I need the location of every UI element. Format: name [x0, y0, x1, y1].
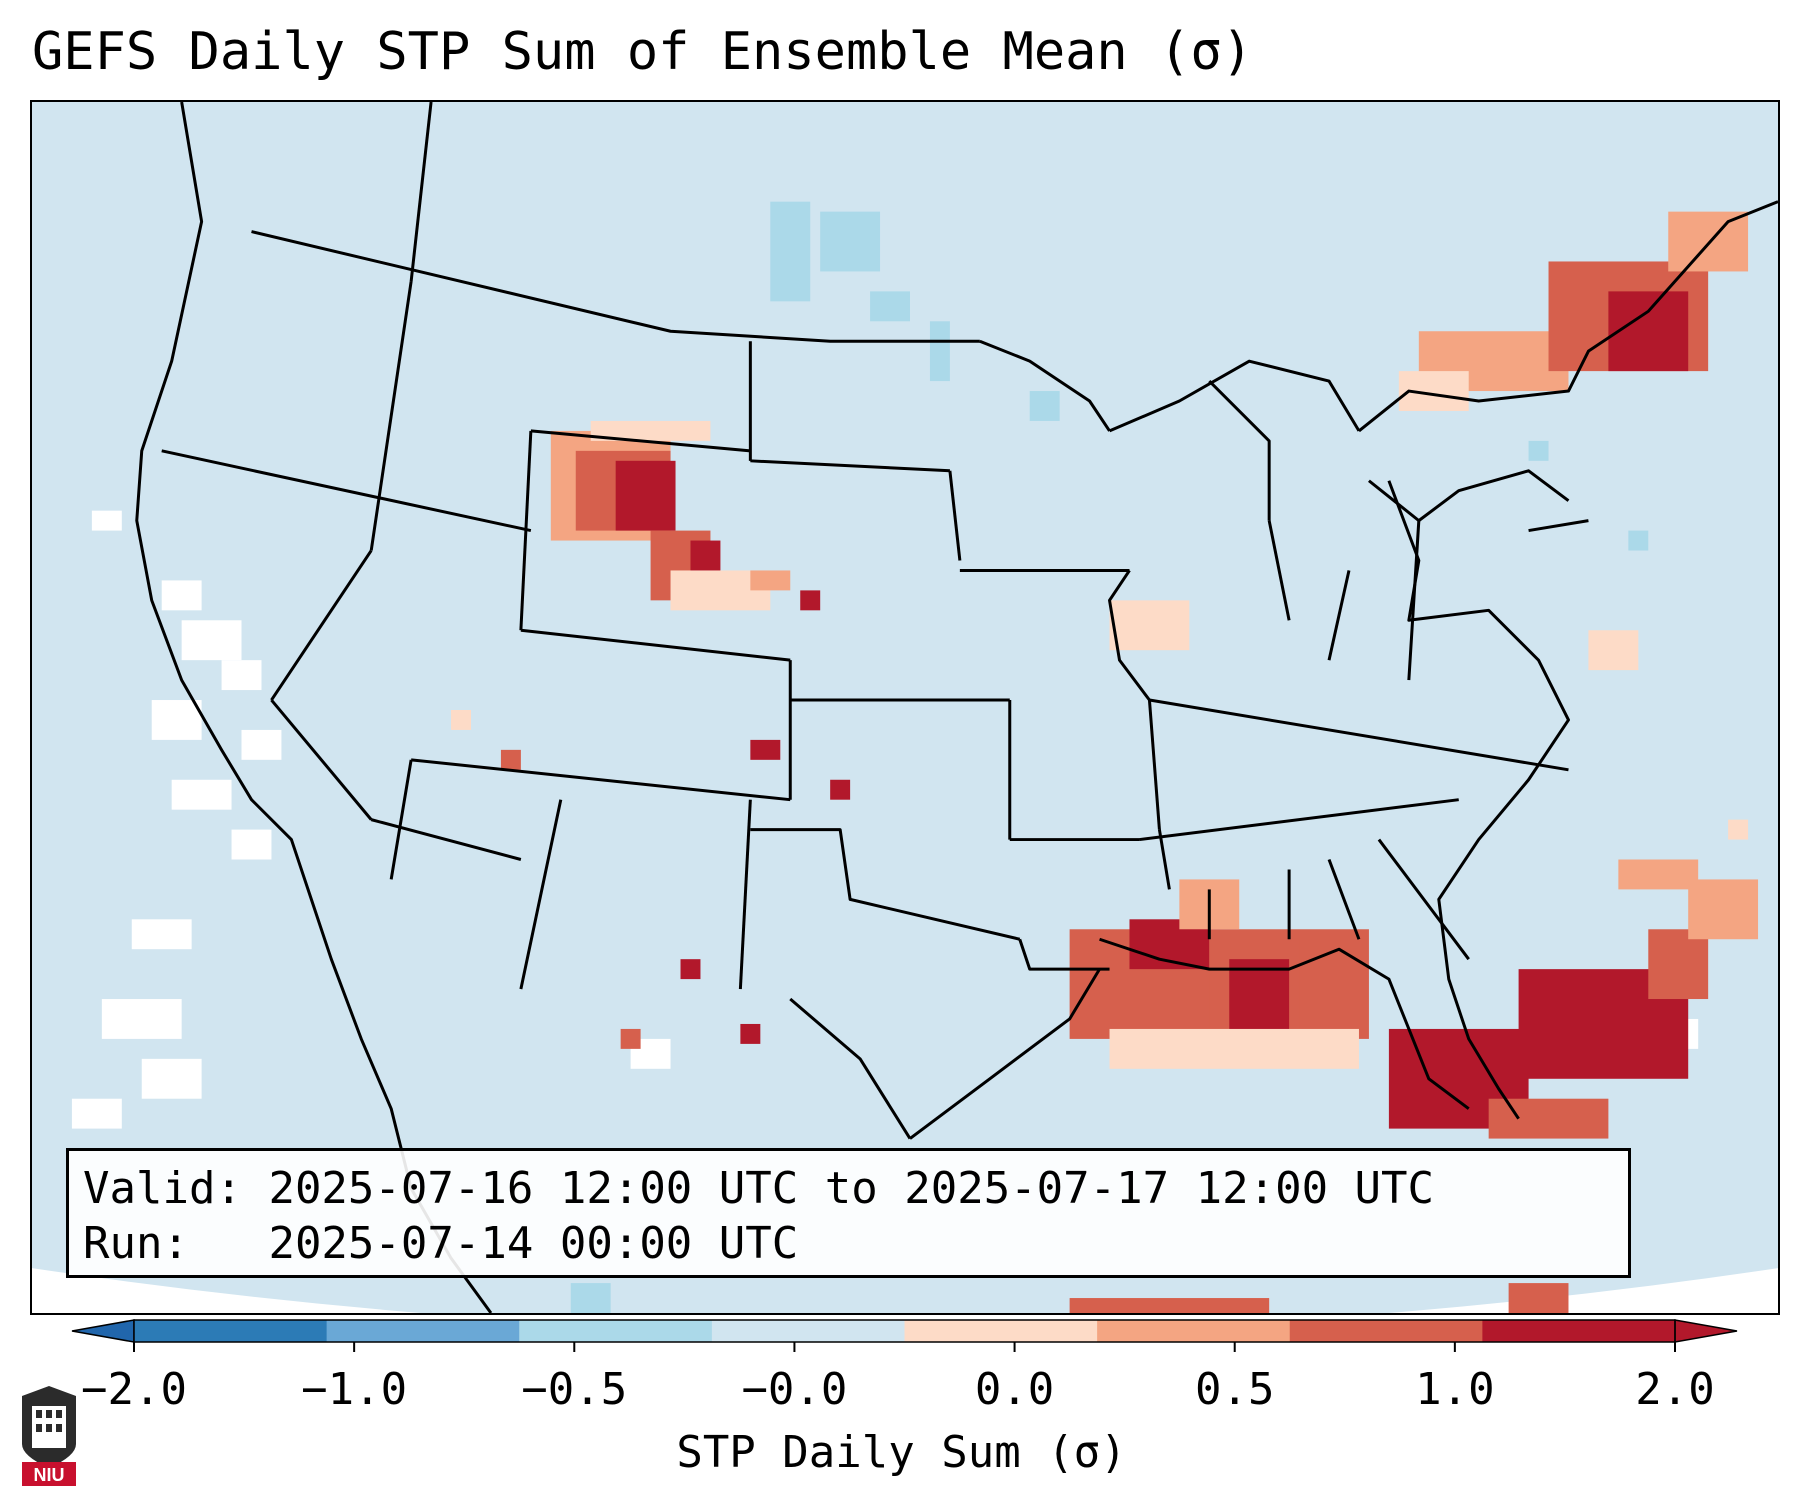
- colorbar-segment: [326, 1320, 520, 1342]
- run-label: Run:: [83, 1218, 189, 1269]
- colorbar-over-arrow: [1674, 1319, 1738, 1343]
- colorbar-segment: [1097, 1320, 1291, 1342]
- run-value: 2025-07-14 00:00 UTC: [268, 1218, 799, 1269]
- colorbar-tick-label: 2.0: [1635, 1364, 1715, 1415]
- colorbar-tick-label: −0.5: [521, 1364, 628, 1415]
- colorbar: [71, 1319, 1738, 1352]
- niu-logo-icon: NIU: [22, 1386, 76, 1486]
- valid-row: Valid: 2025-07-16 12:00 UTC to 2025-07-1…: [83, 1161, 1614, 1216]
- colorbar-label: STP Daily Sum (σ): [676, 1427, 1127, 1478]
- valid-label: Valid:: [83, 1163, 242, 1214]
- map-panel[interactable]: [30, 100, 1780, 1315]
- colorbar-tick-label: 1.0: [1415, 1364, 1495, 1415]
- colorbar-under-arrow: [71, 1319, 135, 1343]
- valid-value: 2025-07-16 12:00 UTC to 2025-07-17 12:00…: [268, 1163, 1435, 1214]
- colorbar-graphic: [71, 1319, 1738, 1352]
- colorbar-segment: [1289, 1320, 1483, 1342]
- stp-high-anomaly-areas: [451, 211, 1759, 1313]
- borders-and-coastlines: [135, 102, 1778, 1313]
- colorbar-tick-label: −0.0: [741, 1364, 848, 1415]
- colorbar-segment: [519, 1320, 713, 1342]
- valid-run-info-box: Valid: 2025-07-16 12:00 UTC to 2025-07-1…: [66, 1148, 1631, 1278]
- colorbar-tick-label: −2.0: [81, 1364, 187, 1415]
- map-title: GEFS Daily STP Sum of Ensemble Mean (σ): [32, 22, 1253, 82]
- colorbar-segment: [904, 1320, 1098, 1342]
- colorbar-segment: [134, 1320, 328, 1342]
- colorbar-tick-label: −1.0: [301, 1364, 408, 1415]
- missing-data-patches: [71, 510, 1699, 1129]
- map-canvas: [32, 102, 1778, 1313]
- colorbar-outline: [133, 1319, 1676, 1343]
- colorbar-tick-label: 0.0: [974, 1364, 1055, 1415]
- colorbar-segment: [711, 1320, 905, 1342]
- logo-text: NIU: [34, 1465, 65, 1485]
- run-row: Run: 2025-07-14 00:00 UTC: [83, 1216, 1614, 1271]
- colorbar-tick-label: 0.5: [1194, 1364, 1275, 1415]
- stp-low-anomaly-areas: [570, 201, 1649, 1313]
- colorbar-segment: [1482, 1320, 1676, 1342]
